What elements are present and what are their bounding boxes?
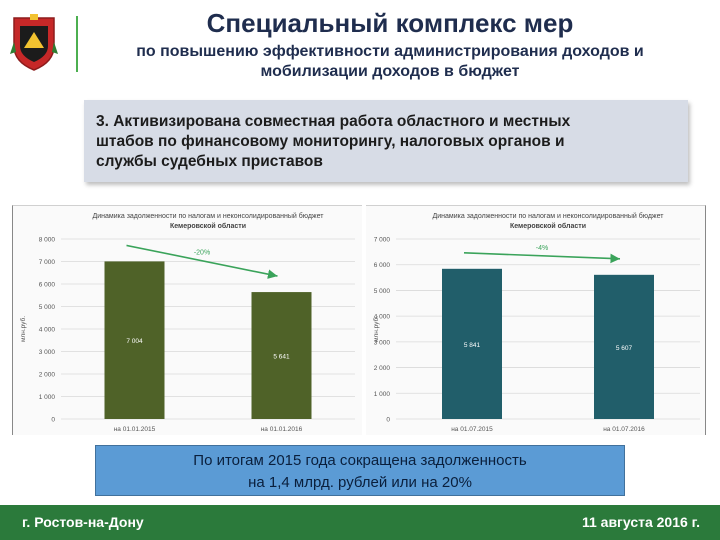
bar: [442, 268, 502, 419]
debt-chart-right-svg: Динамика задолженности по налогам и неко…: [372, 212, 700, 433]
trend-arrow: [126, 244, 278, 279]
y-tick-label: 4 000: [374, 314, 391, 321]
bar: [594, 274, 654, 419]
y-tick-label: 5 000: [39, 304, 56, 311]
summary-box: [95, 445, 625, 496]
summary-line: на 1,4 млрд. рублей или на 20%: [248, 474, 472, 491]
bar: [104, 261, 165, 419]
trend-label: -4%: [536, 245, 548, 252]
point-line: службы судебных приставов: [96, 153, 323, 170]
y-tick-label: 0: [51, 417, 55, 424]
bar-value-label: 5 641: [273, 354, 290, 361]
chart-title: Кемеровской области: [170, 222, 246, 230]
y-tick-label: 6 000: [374, 262, 391, 269]
y-tick-label: 5 000: [374, 288, 391, 295]
header: Специальный комплекс мер по повышению эф…: [0, 0, 720, 88]
page-title: Специальный комплекс мер: [206, 8, 574, 38]
y-tick-label: 3 000: [39, 349, 56, 356]
y-tick-label: 7 000: [374, 237, 391, 244]
chart-title: Динамика задолженности по налогам и неко…: [433, 212, 665, 220]
footer-city: г. Ростов-на-Дону: [22, 514, 144, 530]
chart-title: Кемеровской области: [510, 222, 586, 230]
x-category-label: на 01.01.2016: [261, 426, 303, 433]
footer-bar: [0, 505, 720, 540]
bar-value-label: 7 004: [126, 338, 143, 345]
y-tick-label: 7 000: [39, 259, 56, 266]
trend-arrow: [463, 252, 621, 264]
y-tick-label: 0: [386, 417, 390, 424]
subtitle-line: по повышению эффективности администриров…: [136, 43, 644, 60]
chart-title: Динамика задолженности по налогам и неко…: [93, 212, 325, 220]
footer-date: 11 августа 2016 г.: [581, 514, 700, 530]
coat-of-arms-emblem: [10, 14, 58, 71]
summary-line: По итогам 2015 года сокращена задолженно…: [193, 452, 527, 469]
emblem-divider: [76, 16, 78, 72]
y-axis-label: млн.руб.: [372, 316, 380, 342]
trend-label: -20%: [194, 250, 210, 257]
debt-chart-left-svg: Динамика задолженности по налогам и неко…: [19, 212, 355, 433]
y-tick-label: 2 000: [39, 372, 56, 379]
page-subtitle: по повышению эффективности администриров…: [100, 42, 680, 82]
y-tick-label: 1 000: [39, 394, 56, 401]
y-tick-label: 8 000: [39, 237, 56, 244]
y-tick-label: 2 000: [374, 365, 391, 372]
y-tick-label: 6 000: [39, 282, 56, 289]
point-line: штабов по финансовому мониторингу, налог…: [96, 133, 565, 150]
bar: [251, 292, 312, 419]
debt-chart-left: Динамика задолженности по налогам и неко…: [12, 205, 362, 435]
bar-value-label: 5 607: [616, 345, 633, 352]
y-tick-label: 4 000: [39, 327, 56, 334]
point-text: 3. Активизирована совместная работа обла…: [96, 112, 676, 172]
subtitle-line: мобилизации доходов в бюджет: [260, 63, 520, 80]
x-category-label: на 01.07.2016: [603, 426, 645, 433]
debt-chart-right: Динамика задолженности по налогам и неко…: [366, 205, 706, 435]
y-tick-label: 3 000: [374, 339, 391, 346]
x-category-label: на 01.07.2015: [451, 426, 493, 433]
point-box: [84, 100, 688, 182]
y-tick-label: 1 000: [374, 391, 391, 398]
point-line: 3. Активизирована совместная работа обла…: [96, 113, 571, 130]
y-axis-label: млн.руб.: [19, 316, 27, 342]
bar-value-label: 5 841: [464, 342, 481, 349]
x-category-label: на 01.01.2015: [114, 426, 156, 433]
